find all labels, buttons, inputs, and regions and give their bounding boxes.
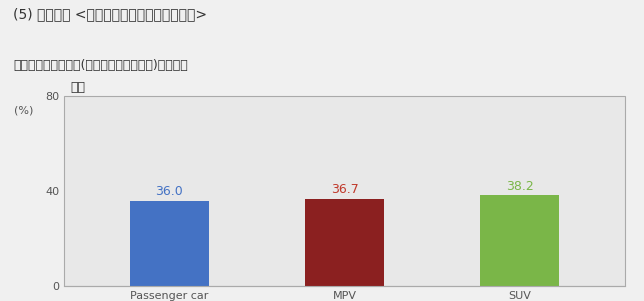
Text: 全体: 全体	[70, 81, 85, 94]
Text: 自動的に車庫入れ(並列駐車や縦列駐車)を行う。: 自動的に車庫入れ(並列駐車や縦列駐車)を行う。	[13, 59, 187, 72]
Bar	[480, 195, 559, 286]
Text: 36.7: 36.7	[330, 183, 359, 196]
Text: 36.0: 36.0	[156, 185, 184, 198]
Text: 38.2: 38.2	[506, 180, 533, 193]
Bar	[305, 199, 384, 286]
Text: (%): (%)	[14, 106, 33, 116]
Bar	[130, 200, 209, 286]
Text: (5) 駐車支援 <魅力に感じたユーザーの割合>: (5) 駐車支援 <魅力に感じたユーザーの割合>	[13, 7, 207, 21]
